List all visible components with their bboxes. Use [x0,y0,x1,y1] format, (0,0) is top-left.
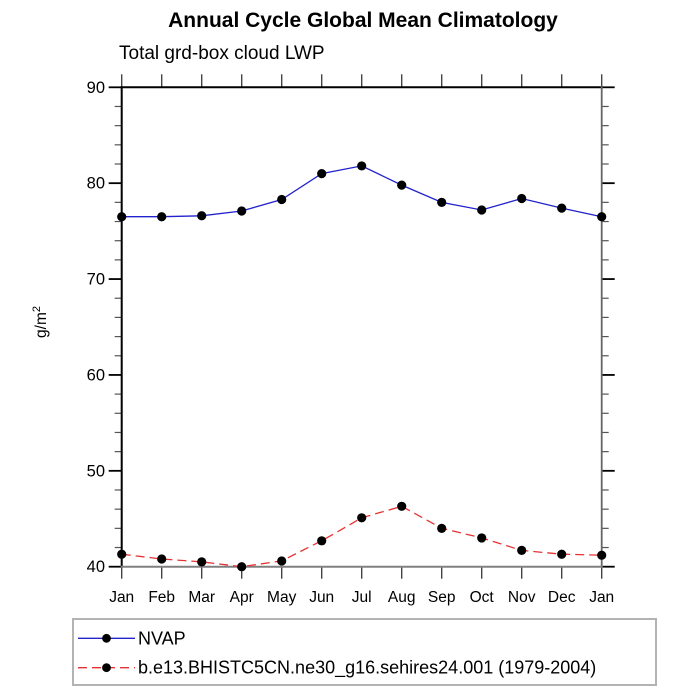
x-tick-label: Feb [148,589,175,606]
legend-box: NVAP b.e13.BHISTC5CN.ne30_g16.sehires24.0… [72,618,657,686]
data-point [117,549,127,559]
data-point [317,536,327,546]
data-point [477,533,487,543]
data-point [237,562,247,572]
x-tick-label: Jan [109,589,134,606]
data-point [557,549,567,559]
plot-border [120,86,603,568]
y-axis-major-ticks [108,86,615,568]
data-point [277,556,287,566]
data-point [517,193,527,204]
y-tick-label: 90 [87,79,105,97]
x-tick-label: Aug [388,589,416,606]
y-tick-label: 80 [87,175,105,193]
x-axis-labels: Jan Feb Mar Apr May Jun Jul Aug Sep Oct Nov Dec Jan [109,589,614,606]
x-axis-ticks [120,74,603,579]
chart-title: Annual Cycle Global Mean Climatology [168,9,558,32]
y-axis-title: g/m2 [31,306,50,338]
data-point [277,194,287,205]
data-point [397,501,407,511]
series-markers-0 [117,161,607,222]
data-point [117,212,127,222]
data-point [437,197,447,207]
x-tick-label: Jul [352,589,372,606]
x-tick-label: Apr [230,589,254,606]
y-tick-label: 40 [87,558,105,576]
x-tick-label: Mar [188,589,215,606]
data-point [437,523,447,533]
y-axis-title-text: g/m2 [31,306,50,338]
x-tick-label: Nov [508,589,536,606]
series-markers-1 [117,501,607,572]
x-tick-label: Jun [309,589,334,606]
data-point [317,168,327,179]
chart-subtitle: Total grd-box cloud LWP [119,43,325,64]
y-axis-labels: 40 50 60 70 80 90 [87,79,105,576]
legend-label: b.e13.BHISTC5CN.ne30_g16.sehires24.001 (… [138,658,596,679]
x-tick-label: Dec [548,589,576,606]
data-point [357,513,367,523]
legend-label: NVAP [138,628,186,648]
data-point [237,206,247,216]
data-point [197,211,207,221]
x-tick-label: Oct [470,589,495,606]
legend-entry-1: b.e13.BHISTC5CN.ne30_g16.sehires24.001 (… [78,658,596,679]
x-tick-label: Sep [428,589,456,606]
legend-entry-0: NVAP [78,628,186,648]
data-point [157,554,167,564]
series-line-0 [121,165,602,218]
data-point [197,557,207,567]
data-point [357,161,367,171]
data-point [157,212,167,222]
data-point [477,205,487,215]
y-tick-label: 50 [87,462,105,480]
y-tick-label: 70 [87,271,105,289]
data-point [597,550,607,560]
data-point [517,545,527,556]
y-tick-label: 60 [87,366,105,384]
data-point [597,212,607,222]
data-point [557,203,567,213]
data-point [397,180,407,190]
legend-marker [102,663,111,673]
x-tick-label: May [267,589,297,606]
x-tick-label: Jan [589,589,614,606]
legend-marker [102,633,111,643]
y-axis-minor-ticks [114,105,609,549]
legend-border [72,618,657,686]
